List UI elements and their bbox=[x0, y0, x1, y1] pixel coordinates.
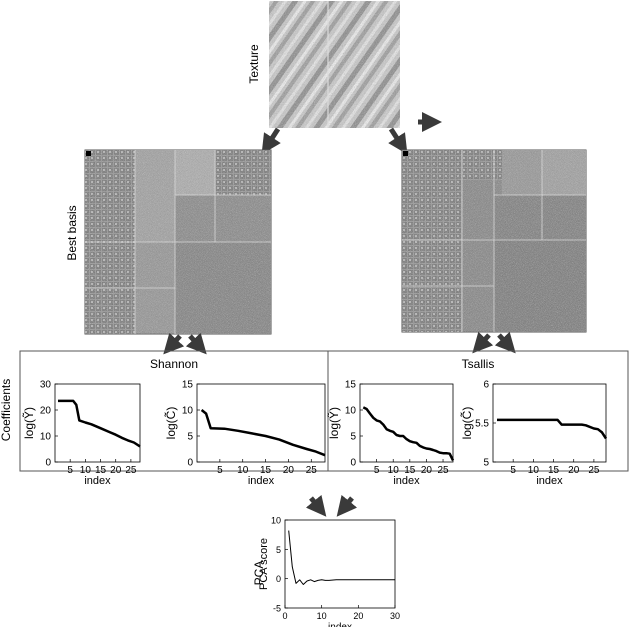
chart-tsallis-c: 5 10 15 20 25 5 5.5 6 index log(C̃) bbox=[459, 380, 608, 487]
arrow-basis-right-2 bbox=[494, 331, 516, 354]
y-tick-label: 10 bbox=[40, 432, 52, 443]
arrow-basis-right-1 bbox=[472, 331, 494, 354]
texture-image bbox=[269, 1, 400, 128]
x-tick-label: 15 bbox=[548, 465, 560, 476]
coefficients-frame bbox=[19, 350, 629, 472]
x-tick-label: 25 bbox=[437, 465, 449, 476]
x-axis-label: index bbox=[328, 622, 352, 627]
x-tick-label: 0 bbox=[282, 611, 287, 621]
plot-frame bbox=[492, 383, 607, 463]
arrow-basis-left-2 bbox=[185, 332, 207, 355]
y-axis-label: PCA score bbox=[258, 538, 270, 590]
x-tick-label: 20 bbox=[110, 465, 122, 476]
x-tick-label: 25 bbox=[306, 465, 318, 476]
texture-label: Texture bbox=[247, 44, 261, 84]
y-tick-label: 0 bbox=[276, 574, 281, 584]
series-line bbox=[362, 406, 455, 461]
shannon-title: Shannon bbox=[150, 357, 198, 371]
x-tick-label: 10 bbox=[80, 465, 92, 476]
arrow-texture-right bbox=[388, 127, 408, 155]
x-tick-label: 20 bbox=[283, 465, 295, 476]
x-axis-label: index bbox=[84, 475, 111, 487]
series-line bbox=[200, 409, 326, 457]
x-tick-label: 15 bbox=[404, 465, 416, 476]
y-axis-label: log(Ỹ) bbox=[327, 407, 341, 439]
x-tick-label: 20 bbox=[353, 611, 363, 621]
y-tick-label: 0 bbox=[45, 458, 51, 469]
x-tick-label: 5 bbox=[217, 465, 223, 476]
y-tick-label: 5 bbox=[276, 545, 281, 555]
series-line bbox=[288, 530, 395, 585]
arrow-pca-left bbox=[305, 494, 327, 517]
x-axis-label: index bbox=[248, 475, 275, 487]
x-tick-label: 5 bbox=[510, 465, 516, 476]
x-tick-label: 5 bbox=[67, 465, 73, 476]
plot-frame bbox=[54, 383, 141, 463]
arrow-texture-left bbox=[261, 127, 281, 155]
x-tick-label: 10 bbox=[528, 465, 540, 476]
x-tick-label: 10 bbox=[317, 611, 327, 621]
pca-label: PCA bbox=[252, 561, 266, 586]
x-axis-label: index bbox=[536, 475, 563, 487]
plot-frame bbox=[284, 519, 396, 609]
y-axis-label: log(C̃) bbox=[459, 407, 474, 440]
series-line bbox=[497, 418, 608, 440]
x-tick-label: 25 bbox=[588, 465, 600, 476]
y-tick-label: 5 bbox=[350, 432, 356, 443]
x-tick-label: 20 bbox=[568, 465, 580, 476]
y-tick-label: 5 bbox=[483, 458, 489, 469]
x-tick-label: 10 bbox=[388, 465, 400, 476]
arrows-basis-to-coefficients bbox=[163, 331, 516, 355]
x-tick-label: 30 bbox=[390, 611, 400, 621]
y-tick-label: 0 bbox=[187, 458, 193, 469]
arrow-basis-left-1 bbox=[163, 332, 185, 355]
best-basis-image-left bbox=[84, 149, 272, 335]
plot-frame bbox=[359, 383, 454, 463]
x-tick-label: 25 bbox=[125, 465, 137, 476]
x-tick-label: 5 bbox=[374, 465, 380, 476]
x-axis-label: index bbox=[393, 475, 420, 487]
texture-block: Texture bbox=[247, 1, 400, 128]
arrows-to-pca bbox=[305, 494, 358, 517]
y-axis-label: log(C̃) bbox=[163, 407, 178, 440]
y-tick-label: 15 bbox=[345, 380, 357, 391]
y-tick-label: 15 bbox=[182, 380, 194, 391]
x-tick-label: 20 bbox=[421, 465, 433, 476]
y-tick-label: 6 bbox=[483, 380, 489, 391]
x-tick-label: 10 bbox=[237, 465, 249, 476]
best-basis-label: Best basis bbox=[65, 205, 79, 260]
y-tick-label: 30 bbox=[40, 380, 52, 391]
y-tick-label: 20 bbox=[40, 406, 52, 417]
tsallis-title: Tsallis bbox=[462, 357, 495, 371]
arrow-pca-right bbox=[336, 494, 358, 517]
best-basis-image-right bbox=[401, 149, 587, 333]
plot-frame bbox=[196, 383, 326, 463]
y-tick-label: 0 bbox=[350, 458, 356, 469]
coefficients-label: Coefficients bbox=[0, 379, 13, 441]
x-tick-label: 15 bbox=[95, 465, 107, 476]
y-tick-label: 10 bbox=[345, 406, 357, 417]
y-tick-label: 5.5 bbox=[475, 419, 489, 430]
y-tick-label: -5 bbox=[273, 604, 281, 614]
series-line bbox=[58, 399, 141, 448]
y-tick-label: 5 bbox=[187, 432, 193, 443]
x-tick-label: 15 bbox=[260, 465, 272, 476]
y-tick-label: 10 bbox=[182, 406, 194, 417]
y-axis-label: log(Ỹ) bbox=[22, 407, 36, 439]
y-tick-label: 10 bbox=[271, 516, 281, 526]
arrows-texture-to-basis bbox=[261, 112, 442, 155]
